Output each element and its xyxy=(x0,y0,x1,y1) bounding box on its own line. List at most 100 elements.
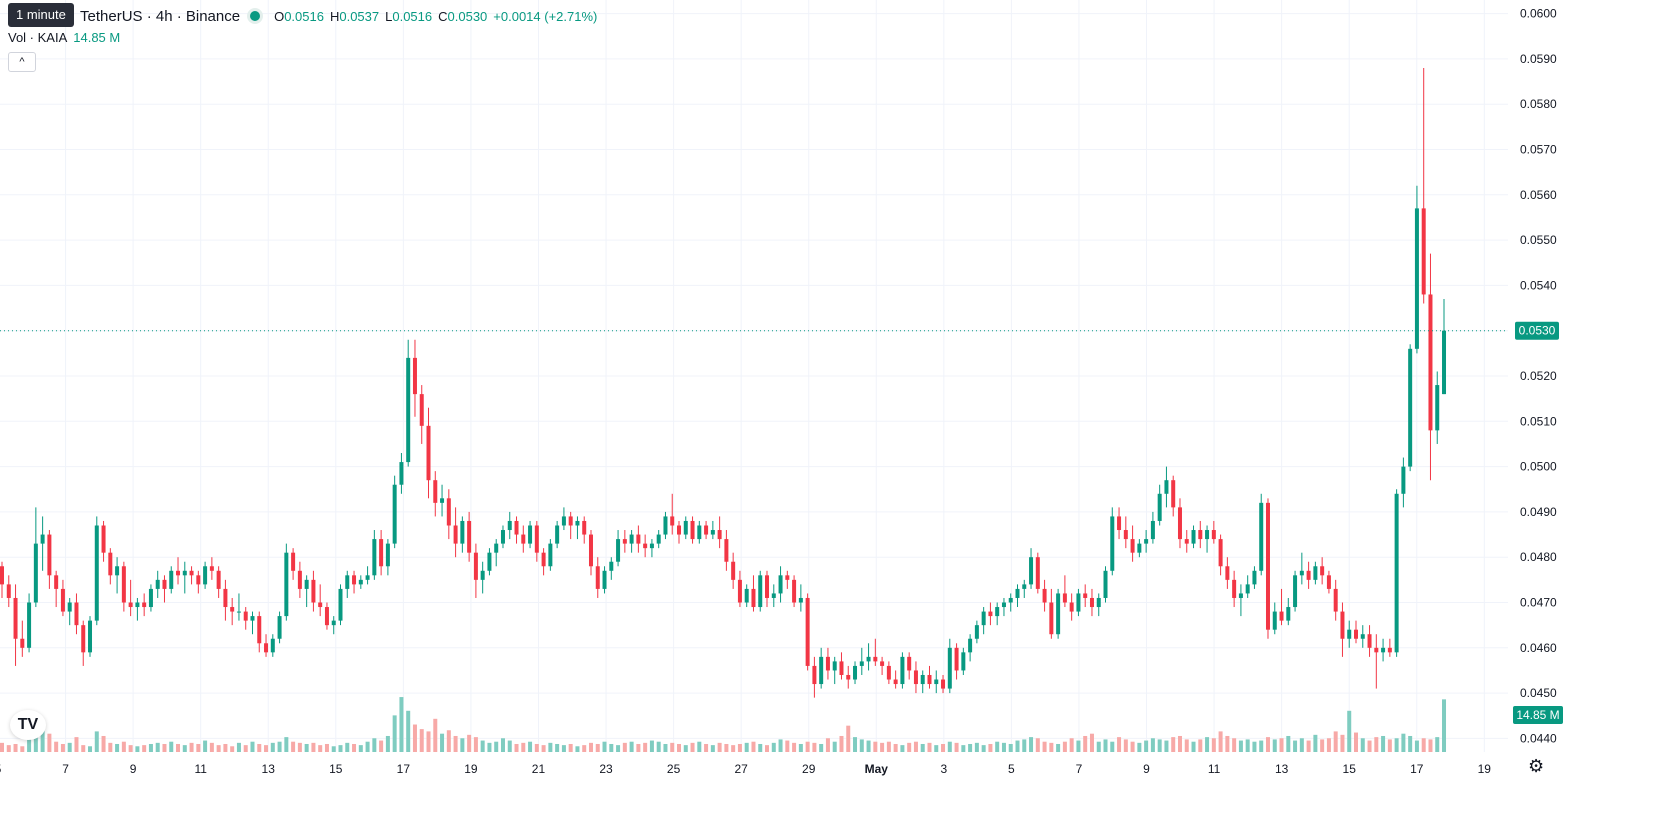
volume-bar xyxy=(338,745,343,752)
interval-tooltip: 1 minute xyxy=(8,3,74,27)
candle-body xyxy=(812,665,817,685)
candle-body xyxy=(771,593,776,598)
candle-body xyxy=(6,584,11,598)
volume-bar xyxy=(142,745,147,752)
candle-body xyxy=(33,543,38,603)
volume-bar xyxy=(196,743,201,752)
candle-body xyxy=(649,543,654,549)
candle-body xyxy=(819,656,824,685)
volume-bar xyxy=(629,741,634,752)
volume-bar xyxy=(514,743,519,752)
candle-body xyxy=(1205,530,1210,540)
gear-icon[interactable]: ⚙ xyxy=(1528,756,1545,776)
candle-body xyxy=(900,656,905,685)
candle-body xyxy=(1123,530,1128,540)
candle-body xyxy=(568,516,573,526)
volume-bar xyxy=(947,741,952,752)
candle-body xyxy=(853,665,858,680)
candle-body xyxy=(1069,602,1074,612)
candle-body xyxy=(588,534,593,567)
time-tick-label: 13 xyxy=(1275,762,1289,776)
candle-body xyxy=(697,525,702,540)
time-tick-label: 25 xyxy=(667,762,681,776)
volume-bar xyxy=(1083,735,1088,752)
candle-body xyxy=(291,552,296,571)
price-axis[interactable]: 0.0440 0.0450 0.0460 0.0470 0.0480 0.0490 0.05… xyxy=(1513,7,1563,746)
candle-body xyxy=(331,620,336,626)
candle-body xyxy=(189,570,194,576)
volume-bar xyxy=(1123,739,1128,752)
volume-bar xyxy=(318,745,323,752)
time-axis[interactable]: 5 7 9 11 13 15 17 19 21 23 25 27 29 May 3 5 7 9 11 13 15 17 19 xyxy=(0,762,1491,776)
candle-body xyxy=(616,539,621,562)
candle-body xyxy=(169,570,174,589)
volume-bar xyxy=(60,743,65,752)
candle-body xyxy=(236,611,241,613)
candle-body xyxy=(1428,294,1433,431)
low-label: L xyxy=(385,8,393,24)
volume-bar xyxy=(731,745,736,752)
volume-bar xyxy=(643,742,648,752)
volume-bar xyxy=(155,742,160,752)
price-tick-label: 0.0550 xyxy=(1520,233,1557,247)
candle-body xyxy=(277,616,282,639)
candle-body xyxy=(731,561,736,580)
volume-bar xyxy=(1238,740,1243,752)
candle-body xyxy=(602,570,607,589)
candle-body xyxy=(142,602,147,608)
price-tick-label: 0.0500 xyxy=(1520,460,1557,474)
volume-bar xyxy=(602,741,607,752)
candle-body xyxy=(873,656,878,662)
price-tick-label: 0.0450 xyxy=(1520,686,1557,700)
volume-bar xyxy=(1001,742,1006,752)
candle-body xyxy=(1076,593,1081,612)
volume-bar xyxy=(1089,733,1094,752)
candle-body xyxy=(345,575,350,589)
candle-body xyxy=(859,661,864,666)
ohlc-values: O0.0516 H0.0537 L0.0516 C0.0530 +0.0014 … xyxy=(274,9,597,24)
last-volume-label: 14.85 M xyxy=(1516,708,1559,722)
candle-body xyxy=(372,539,377,576)
volume-bar xyxy=(1137,742,1142,752)
candle-body xyxy=(196,575,201,585)
candle-body xyxy=(717,530,722,540)
volume-bar xyxy=(108,742,113,752)
volume-bar xyxy=(1326,738,1331,752)
volume-bar xyxy=(331,746,336,752)
volume-legend: Vol · KAIA 14.85 M xyxy=(8,30,120,45)
candle-body xyxy=(1130,539,1135,553)
last-price-badge xyxy=(1515,321,1559,340)
volume-bar xyxy=(291,741,296,752)
tradingview-logo[interactable]: TV xyxy=(10,710,46,740)
chevron-up-icon[interactable]: ^ xyxy=(8,52,36,72)
candle-body xyxy=(595,566,600,589)
candle-body xyxy=(1272,611,1277,630)
price-tick-label: 0.0540 xyxy=(1520,278,1557,292)
volume-bar xyxy=(1272,739,1277,752)
candle-body xyxy=(683,520,688,535)
volume-bar xyxy=(189,742,194,752)
volume-label[interactable]: Vol · KAIA xyxy=(8,30,68,45)
time-tick-label: 9 xyxy=(1143,762,1150,776)
volume-bar xyxy=(1076,740,1081,752)
candle-body xyxy=(216,570,221,589)
candle-body xyxy=(737,579,742,603)
chart-grid xyxy=(0,0,1508,752)
price-tick-label: 0.0590 xyxy=(1520,52,1557,66)
candle-body xyxy=(440,498,445,503)
volume-bar xyxy=(47,733,52,752)
candle-body xyxy=(67,602,72,612)
change-value: +0.0014 (+2.71%) xyxy=(493,8,598,24)
close-label: C xyxy=(438,8,448,24)
candle-body xyxy=(1299,570,1304,576)
market-status-icon[interactable] xyxy=(250,11,261,21)
volume-bar xyxy=(1225,735,1230,752)
last-price-label: 0.0530 xyxy=(1519,324,1556,338)
volume-bar xyxy=(1029,737,1034,752)
candle-body xyxy=(467,520,472,553)
candle-body xyxy=(1001,602,1006,608)
candle-body xyxy=(60,588,65,612)
volume-bar xyxy=(1130,741,1135,752)
symbol-title[interactable]: TetherUS · 4h · Binance xyxy=(80,7,241,25)
